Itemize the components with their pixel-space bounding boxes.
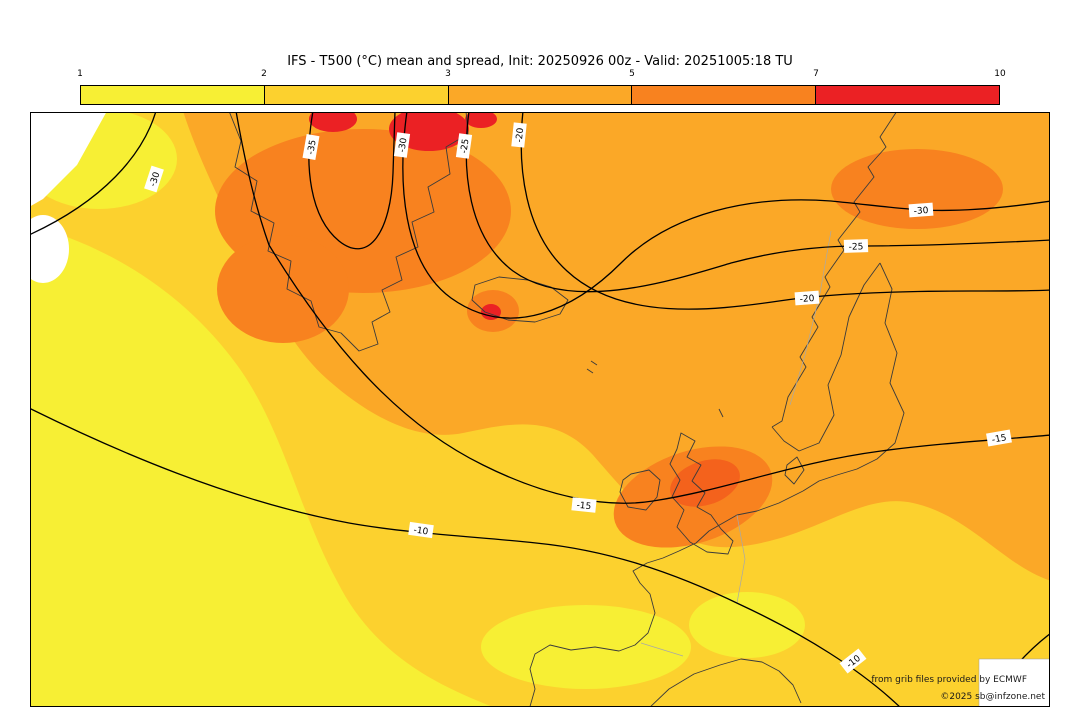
coastlines — [229, 113, 905, 706]
coastline-baltic — [798, 262, 905, 492]
colorbar-tick: 7 — [813, 69, 819, 79]
contour-label: -20 — [794, 290, 820, 306]
contour-label-bg — [144, 165, 164, 193]
contour-label-bg — [393, 132, 411, 158]
spread-region-red-top — [309, 113, 357, 132]
coastline-greenland — [229, 113, 469, 352]
page-title: IFS - T500 (°C) mean and spread, Init: 2… — [287, 54, 793, 69]
country-borders — [640, 230, 832, 657]
contour-label: -15 — [571, 497, 597, 513]
spread-fill-regions — [31, 113, 1049, 706]
colorbar-tick: 10 — [994, 69, 1006, 79]
map-frame: -30 -35 -30 -25 -20 -30 — [30, 112, 1050, 707]
contour-label: -30 — [393, 132, 411, 158]
coastline-shetland — [718, 408, 724, 418]
colorbar-tick: 2 — [261, 69, 267, 79]
spread-region-darkorange-northeast — [831, 149, 1003, 229]
coastline-ireland — [619, 469, 661, 511]
colorbar-tick: 3 — [445, 69, 451, 79]
credits-box — [978, 658, 1049, 706]
coastline-continental-europe — [529, 490, 804, 706]
contour-label-bg — [794, 290, 820, 306]
contour-label: -15 — [986, 429, 1012, 447]
colorbar — [80, 85, 1000, 105]
contour-label: -20 — [511, 122, 527, 148]
colorbar-segment-1-2 — [81, 86, 265, 104]
contour-label: -25 — [455, 133, 473, 159]
spread-region-yellow-southwest — [31, 225, 491, 706]
contour-label-bg — [408, 521, 434, 539]
contour-line-minus35 — [308, 113, 396, 250]
contour-label-bg — [843, 239, 869, 253]
colorbar-segment-2-3 — [264, 86, 449, 104]
contour-label: -10 — [408, 521, 434, 539]
contour-label-bg — [302, 134, 320, 160]
contour-label-text: -15 — [991, 433, 1007, 445]
contour-label-text: -25 — [460, 138, 472, 154]
contour-label-text: -20 — [515, 127, 527, 143]
coastline-great-britain — [669, 432, 734, 555]
contour-line-minus20 — [520, 113, 1049, 310]
contour-label: -25 — [843, 239, 869, 253]
colorbar-segment-3-5 — [448, 86, 633, 104]
contour-label-text: -35 — [306, 139, 318, 155]
contour-line-minus30-west — [31, 113, 157, 235]
border-france-east — [736, 514, 746, 604]
border-norway-sweden — [789, 230, 832, 406]
colorbar-tick: 5 — [629, 69, 635, 79]
contour-label-text: -10 — [413, 526, 429, 538]
contour-label-text: -30 — [913, 206, 929, 217]
colorbar-tick: 1 — [77, 69, 83, 79]
coastline-denmark — [784, 456, 805, 485]
coastline-mediterranean — [650, 658, 802, 706]
contour-labels: -30 -35 -30 -25 -20 -30 — [144, 122, 1012, 674]
spread-region-darkorange-greenland2 — [217, 235, 349, 343]
coastline-skagerrak — [771, 426, 800, 452]
contour-label-text: -30 — [148, 171, 162, 188]
contour-line-minus15 — [235, 113, 1049, 504]
spread-region-red-top — [465, 113, 497, 128]
colorbar-segment-5-7 — [632, 86, 817, 104]
contour-label-bg — [511, 122, 527, 148]
colorbar-segment-7-10 — [816, 86, 999, 104]
coastline-faroe — [586, 360, 598, 374]
spread-region-yellow-patch — [689, 592, 805, 658]
coastline-norway — [771, 113, 897, 428]
spread-region-white-corner — [31, 113, 106, 206]
contour-line-minus25 — [465, 113, 1049, 293]
map-canvas: -30 -35 -30 -25 -20 -30 — [31, 113, 1049, 706]
colorbar-ticks: 1 2 3 5 7 10 — [77, 69, 1006, 81]
contour-label: -30 — [144, 165, 164, 193]
contour-label-text: -25 — [849, 242, 864, 253]
contour-line-minus10 — [31, 408, 900, 706]
contour-label: -30 — [908, 202, 934, 218]
credit-line-copyright: ©2025 sb@infzone.net — [940, 692, 1045, 702]
contour-label: -35 — [302, 134, 320, 160]
contour-label-bg — [839, 648, 867, 674]
credit-line-ecmwf: from grib files provided by ECMWF — [871, 675, 1027, 685]
contour-label-bg — [986, 429, 1012, 447]
contour-label-bg — [908, 202, 934, 218]
contour-label-bg — [455, 133, 473, 159]
contour-label-text: -30 — [398, 137, 410, 153]
contour-label-bg — [571, 497, 597, 513]
border-france-spain — [640, 642, 684, 657]
contour-label-text: -20 — [799, 294, 815, 305]
spread-region-white-patch — [31, 215, 69, 283]
spread-region-yellow-patch — [481, 605, 691, 689]
contour-label-text: -15 — [576, 501, 592, 512]
coastline-iceland — [471, 276, 569, 323]
